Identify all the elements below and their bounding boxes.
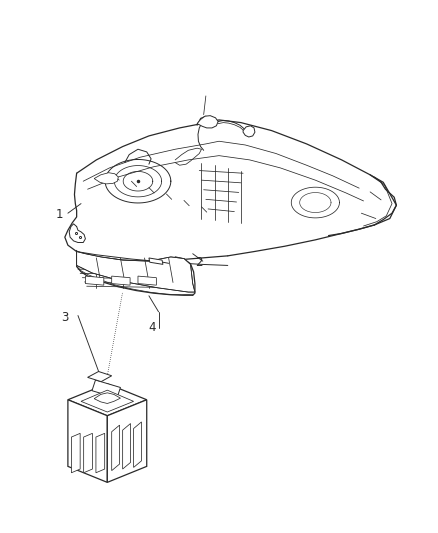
Polygon shape <box>123 424 131 469</box>
Polygon shape <box>71 433 80 473</box>
Polygon shape <box>96 433 105 473</box>
Polygon shape <box>112 276 130 285</box>
Polygon shape <box>94 393 120 403</box>
Polygon shape <box>92 380 120 398</box>
Text: 1: 1 <box>55 208 63 221</box>
Text: 3: 3 <box>61 311 68 324</box>
Polygon shape <box>68 384 147 416</box>
Polygon shape <box>243 126 255 137</box>
Polygon shape <box>88 372 112 382</box>
Polygon shape <box>138 276 156 285</box>
Polygon shape <box>81 390 134 412</box>
Polygon shape <box>84 433 92 473</box>
Polygon shape <box>85 276 104 285</box>
Polygon shape <box>77 252 195 292</box>
Polygon shape <box>107 400 147 482</box>
Text: 2: 2 <box>195 256 203 269</box>
Polygon shape <box>112 425 120 471</box>
Polygon shape <box>197 116 218 128</box>
Polygon shape <box>134 422 141 467</box>
Polygon shape <box>68 400 107 482</box>
Text: 4: 4 <box>148 321 156 334</box>
Polygon shape <box>149 258 163 264</box>
Polygon shape <box>94 173 118 184</box>
